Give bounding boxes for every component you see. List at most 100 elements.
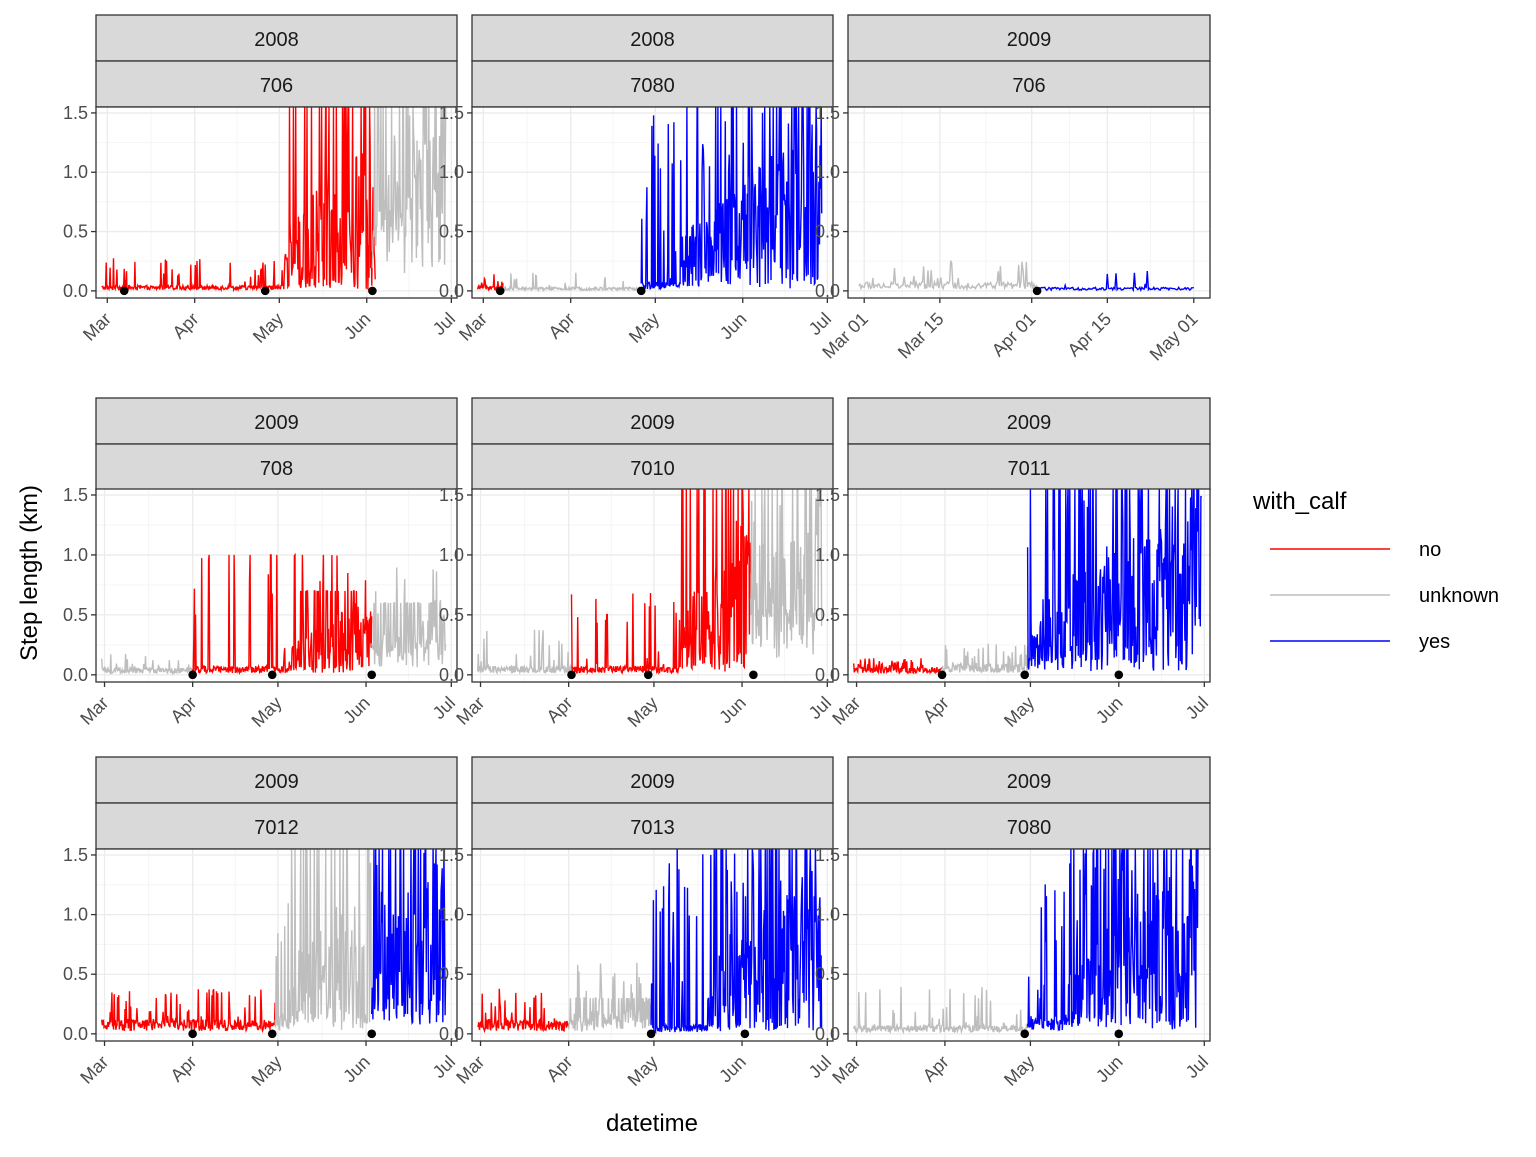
series-line-yes	[640, 107, 823, 291]
y-tick-label: 0.5	[63, 222, 88, 242]
gridlines	[848, 107, 1210, 298]
series-line-unknown	[749, 489, 823, 658]
y-tick-label: 1.5	[439, 485, 464, 505]
event-point	[636, 286, 646, 296]
y-tick-label: 0.0	[815, 665, 840, 685]
event-point	[937, 670, 947, 680]
y-tick-label: 1.5	[63, 485, 88, 505]
event-point	[1032, 286, 1042, 296]
x-tick-label: Mar	[455, 309, 491, 345]
facet-strip-id: 706	[1012, 75, 1045, 97]
y-tick-label: 0.0	[63, 1024, 88, 1044]
y-tick-label: 0.5	[439, 964, 464, 984]
x-tick-label: Jul	[805, 309, 835, 339]
legend-label-yes: yes	[1419, 631, 1450, 653]
x-tick-label: Jul	[429, 309, 459, 339]
panel-border	[95, 106, 458, 299]
event-point	[267, 670, 277, 680]
y-tick-label: 1.5	[815, 845, 840, 865]
event-point	[643, 670, 653, 680]
y-tick-label: 0.0	[63, 665, 88, 685]
y-tick-label: 1.0	[439, 162, 464, 182]
series-line-unknown	[853, 986, 1029, 1035]
series-line-unknown	[858, 260, 1038, 292]
facet-strip-id-box	[471, 60, 834, 108]
event-point	[1020, 1029, 1030, 1039]
y-tick-label: 0.5	[63, 964, 88, 984]
x-tick-label: Jul	[429, 693, 459, 723]
series-line-yes	[650, 849, 823, 1035]
facet-strip-id: 706	[260, 75, 293, 97]
series-line-yes	[1036, 270, 1194, 293]
x-tick-label: May	[248, 693, 286, 731]
x-tick-label: Apr 01	[988, 309, 1040, 361]
x-tick-label: May	[248, 1052, 286, 1090]
series-line-no	[853, 658, 943, 675]
series-line-unknown	[371, 567, 447, 668]
y-axis-title: Step length (km)	[16, 485, 43, 661]
event-point	[495, 286, 505, 296]
series-line-no	[477, 988, 570, 1034]
facet-strip-id: 708	[260, 458, 293, 480]
x-tick-label: Mar	[828, 1052, 864, 1088]
x-tick-label: Jun	[339, 693, 374, 728]
x-tick-label: Apr 15	[1064, 309, 1116, 361]
y-tick-label: 1.0	[63, 905, 88, 925]
facet-strip-year: 2009	[1007, 771, 1052, 793]
x-tick-label: Apr	[543, 1052, 577, 1086]
series-line-yes	[371, 849, 447, 1025]
series-line-no	[191, 552, 373, 676]
facet-strip-id: 7010	[630, 458, 675, 480]
facet-strip-id: 7012	[254, 817, 299, 839]
facet-strip-id: 7013	[630, 817, 675, 839]
y-tick-label: 0.5	[815, 222, 840, 242]
x-tick-label: Mar	[79, 309, 115, 345]
event-point	[119, 286, 129, 296]
facet-strip-year-box	[471, 756, 834, 804]
x-tick-label: May	[1000, 693, 1038, 731]
event-point	[646, 1029, 656, 1039]
y-tick-label: 1.0	[439, 545, 464, 565]
y-tick-label: 1.0	[815, 905, 840, 925]
facet-panel-2008-706: 2008 706 0.0 0.5 1.0 1.5 Mar Apr May Jun Jul	[63, 14, 459, 347]
legend-items: no unknown yes	[1270, 539, 1499, 653]
facet-panel-2009-7011: 2009 7011 0.0 0.5 1.0 1.5 Mar Apr May Jun Jul	[815, 397, 1212, 731]
y-tick-label: 0.0	[815, 281, 840, 301]
y-tick-label: 1.5	[63, 103, 88, 123]
x-tick-label: Apr	[919, 1052, 953, 1086]
facet-strip-year-box	[847, 14, 1211, 62]
y-tick-label: 1.5	[63, 845, 88, 865]
legend-title: with_calf	[1252, 488, 1347, 515]
facet-strip-id-box	[95, 60, 458, 108]
y-tick-label: 1.5	[439, 845, 464, 865]
y-tick-label: 0.5	[63, 605, 88, 625]
y-tick-label: 1.0	[815, 162, 840, 182]
x-tick-label: Apr	[169, 309, 203, 343]
facet-strip-year: 2009	[630, 412, 675, 434]
facet-panel-2009-7012: 2009 7012 0.0 0.5 1.0 1.5 Mar Apr May Jun Jul	[63, 756, 459, 1090]
x-tick-label: Mar	[452, 1052, 488, 1088]
plot-background	[848, 107, 1210, 298]
facet-strip-year: 2009	[254, 771, 299, 793]
panel-border	[95, 488, 458, 683]
series-line-unknown	[941, 643, 1029, 674]
x-tick-label: Apr	[543, 693, 577, 727]
facet-panel-2009-7013: 2009 7013 0.0 0.5 1.0 1.5 Mar Apr May Jun Jul	[439, 756, 835, 1090]
series-line-unknown	[567, 962, 652, 1033]
facet-strip-year-box	[471, 397, 834, 445]
x-tick-label: Jul	[805, 1052, 835, 1082]
series-line-no	[101, 107, 376, 293]
y-tick-label: 1.0	[439, 905, 464, 925]
y-tick-label: 1.0	[63, 545, 88, 565]
facet-panel-2008-7080: 2008 7080 0.0 0.5 1.0 1.5 Mar Apr May Jun Jul	[439, 14, 835, 347]
panel-border	[471, 488, 834, 683]
y-tick-label: 1.0	[815, 545, 840, 565]
facet-strip-year: 2009	[1007, 29, 1052, 51]
x-tick-label: May 01	[1146, 309, 1202, 365]
x-tick-label: Jul	[1182, 693, 1212, 723]
series-line-unknown	[274, 849, 373, 1032]
legend-label-unknown: unknown	[1419, 585, 1499, 607]
